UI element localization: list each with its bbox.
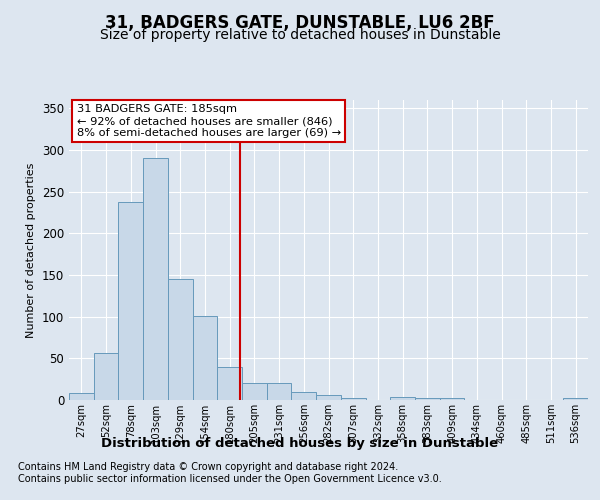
Text: Distribution of detached houses by size in Dunstable: Distribution of detached houses by size … — [101, 438, 499, 450]
Bar — [143, 158, 168, 400]
Bar — [69, 394, 94, 400]
Bar — [242, 384, 267, 400]
Bar — [193, 316, 217, 400]
Bar — [415, 398, 440, 400]
Bar — [217, 366, 242, 400]
Bar — [390, 396, 415, 400]
Text: 31 BADGERS GATE: 185sqm
← 92% of detached houses are smaller (846)
8% of semi-de: 31 BADGERS GATE: 185sqm ← 92% of detache… — [77, 104, 341, 138]
Y-axis label: Number of detached properties: Number of detached properties — [26, 162, 37, 338]
Text: Contains HM Land Registry data © Crown copyright and database right 2024.: Contains HM Land Registry data © Crown c… — [18, 462, 398, 472]
Text: Size of property relative to detached houses in Dunstable: Size of property relative to detached ho… — [100, 28, 500, 42]
Bar — [440, 398, 464, 400]
Bar — [316, 395, 341, 400]
Bar — [168, 279, 193, 400]
Text: 31, BADGERS GATE, DUNSTABLE, LU6 2BF: 31, BADGERS GATE, DUNSTABLE, LU6 2BF — [105, 14, 495, 32]
Bar — [267, 384, 292, 400]
Text: Contains public sector information licensed under the Open Government Licence v3: Contains public sector information licen… — [18, 474, 442, 484]
Bar — [563, 398, 588, 400]
Bar — [292, 392, 316, 400]
Bar — [94, 352, 118, 400]
Bar — [341, 398, 365, 400]
Bar — [118, 202, 143, 400]
